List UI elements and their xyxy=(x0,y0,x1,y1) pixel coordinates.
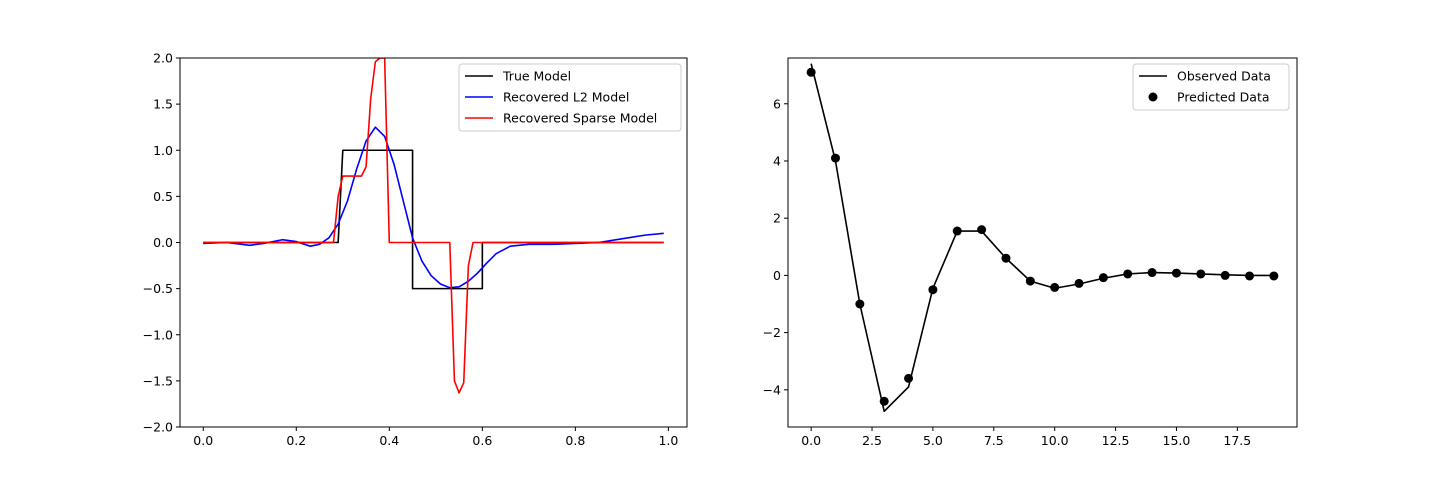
x-tick-label: 2.5 xyxy=(862,433,882,448)
x-tick-label: 0.4 xyxy=(379,433,399,448)
x-tick-label: 0.0 xyxy=(801,433,821,448)
predicted-data-point xyxy=(952,226,962,236)
predicted-data-point xyxy=(977,225,987,235)
y-tick-label: 1.0 xyxy=(153,143,173,158)
right-data-plot: 0.0 2.5 5.0 7.5 10.0 12.5 15.0 17.5 −4 −2 0 2 4 6 Obse… xyxy=(763,57,1298,448)
predicted-data-point xyxy=(806,67,816,77)
legend: Observed Data Predicted Data xyxy=(1132,63,1290,111)
y-tick-label: −1.5 xyxy=(143,373,173,388)
axes-frame xyxy=(787,57,1298,428)
y-tick-label: −4 xyxy=(763,382,781,397)
legend-box xyxy=(458,63,682,132)
x-tick-label: 17.5 xyxy=(1223,433,1251,448)
predicted-data-point xyxy=(1074,278,1084,288)
legend-label: Observed Data xyxy=(1177,69,1271,84)
series-layer xyxy=(203,58,664,394)
legend: True Model Recovered L2 Model Recovered Sp… xyxy=(458,63,682,132)
y-tick-label: 6 xyxy=(773,96,781,111)
predicted-data-point xyxy=(904,373,914,383)
predicted-data-point xyxy=(1269,271,1279,281)
predicted-data-point xyxy=(1171,268,1181,278)
recovered-sparse-model-line xyxy=(203,58,664,394)
predicted-data-point xyxy=(1001,253,1011,263)
predicted-data-point xyxy=(1220,270,1230,280)
predicted-data-point xyxy=(1050,282,1060,292)
y-tick-label: 1.5 xyxy=(153,97,173,112)
legend-label: Recovered L2 Model xyxy=(503,90,629,105)
legend-label: Recovered Sparse Model xyxy=(503,111,657,126)
y-tick-label: 0.0 xyxy=(153,235,173,250)
y-tick-label: 0.5 xyxy=(153,189,173,204)
predicted-data-markers xyxy=(806,67,1279,406)
predicted-data-point xyxy=(830,153,840,163)
series-layer xyxy=(806,63,1279,413)
legend-label: True Model xyxy=(502,69,571,84)
x-tick-label: 7.5 xyxy=(984,433,1004,448)
y-tick-label: 2 xyxy=(773,211,781,226)
x-tick-label: 0.6 xyxy=(472,433,492,448)
y-tick-label: 4 xyxy=(773,153,781,168)
x-tick-label: 12.5 xyxy=(1102,433,1130,448)
y-tick-label: 0 xyxy=(773,268,781,283)
x-tick-label: 0.8 xyxy=(565,433,585,448)
y-tick-label: 2.0 xyxy=(153,51,173,66)
predicted-data-point xyxy=(855,299,865,309)
predicted-data-point xyxy=(879,396,889,406)
predicted-data-point xyxy=(1123,269,1133,279)
y-tick-label: −2.0 xyxy=(143,420,173,435)
predicted-data-point xyxy=(928,285,938,295)
x-tick-label: 0.0 xyxy=(193,433,213,448)
predicted-data-legend-marker xyxy=(1148,92,1158,102)
legend-box xyxy=(1132,63,1290,111)
y-tick-label: −0.5 xyxy=(143,281,173,296)
predicted-data-point xyxy=(1025,276,1035,286)
true-model-line xyxy=(203,149,664,290)
left-model-plot: 0.0 0.2 0.4 0.6 0.8 1.0 −2.0 −1.5 −1.0 −0.5 0.0 0.5… xyxy=(143,51,688,448)
x-tick-label: 1.0 xyxy=(658,433,678,448)
x-tick-label: 10.0 xyxy=(1041,433,1069,448)
predicted-data-point xyxy=(1245,271,1255,281)
y-tick-label: −2 xyxy=(763,325,781,340)
predicted-data-point xyxy=(1098,273,1108,283)
legend-label: Predicted Data xyxy=(1177,90,1270,105)
y-tick-label: −1.0 xyxy=(143,327,173,342)
x-tick-label: 5.0 xyxy=(923,433,943,448)
predicted-data-point xyxy=(1147,268,1157,278)
x-tick-label: 15.0 xyxy=(1163,433,1191,448)
predicted-data-point xyxy=(1196,269,1206,279)
x-tick-label: 0.2 xyxy=(286,433,306,448)
recovered-l2-model-line xyxy=(203,126,664,289)
